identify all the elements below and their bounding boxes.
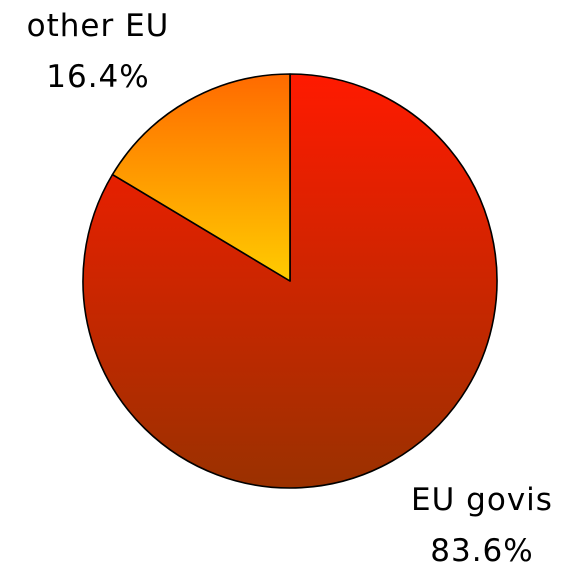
slice-value-other-eu: 16.4% — [46, 59, 149, 95]
pie-slice-other-eu — [111, 73, 291, 282]
slice-label-eu-govis: EU govis — [411, 482, 553, 518]
slice-value-eu-govis: 83.6% — [430, 533, 533, 568]
slices-group — [82, 73, 498, 489]
labels-group: other EU 16.4% EU govis 83.6% — [27, 8, 553, 568]
slice-label-other-eu: other EU — [27, 8, 170, 44]
